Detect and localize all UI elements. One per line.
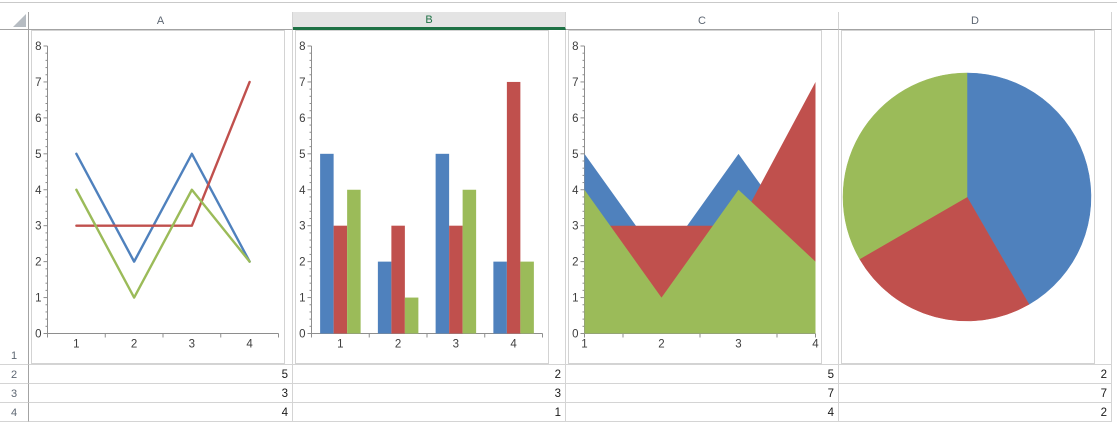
y-tick-label: 3: [35, 221, 41, 233]
select-all-corner[interactable]: [0, 12, 29, 30]
cell-D2[interactable]: 2: [839, 365, 1112, 384]
y-tick-labels: 0 1 2 3 4 5 6 7 8: [299, 41, 306, 341]
area-series-green: [584, 189, 816, 334]
column-header-A[interactable]: A: [29, 12, 293, 30]
row-header-3[interactable]: 3: [0, 384, 29, 403]
x-tick-label: 2: [658, 339, 664, 351]
row-header-2[interactable]: 2: [0, 365, 29, 384]
cell-B2[interactable]: 2: [293, 365, 566, 384]
y-tick-label: 5: [35, 149, 41, 161]
x-tick-label: 1: [581, 339, 587, 351]
x-tick-label: 4: [812, 339, 819, 351]
y-tick-label: 4: [299, 185, 306, 197]
cell-C3[interactable]: 7: [566, 384, 839, 403]
y-tick-label: 6: [299, 113, 305, 125]
x-tick-labels: 1 2 3 4: [337, 339, 517, 351]
line-series-green: [75, 188, 251, 299]
line-series-red: [75, 80, 251, 227]
y-tick-label: 4: [35, 185, 42, 197]
bar-series-red: [333, 81, 521, 334]
y-tick-label: 5: [572, 149, 578, 161]
cell-D4[interactable]: 2: [839, 403, 1112, 422]
cell-A2[interactable]: 5: [29, 365, 293, 384]
x-tick-label: 3: [453, 339, 459, 351]
cell-C4[interactable]: 4: [566, 403, 839, 422]
y-tick-label: 0: [35, 329, 41, 341]
select-all-triangle-icon: [13, 14, 26, 27]
cell-A3[interactable]: 3: [29, 384, 293, 403]
y-tick-label: 6: [572, 113, 578, 125]
row-header-4[interactable]: 4: [0, 403, 29, 422]
y-tick-label: 8: [35, 41, 41, 53]
chart-pie-D1[interactable]: [841, 30, 1095, 364]
bar-chart-svg: 0 1 2 3 4 5 6 7 8 1 2 3 4: [299, 41, 543, 351]
y-tick-label: 5: [299, 149, 305, 161]
column-header-D[interactable]: D: [839, 12, 1112, 30]
row-header-label: 2: [10, 369, 18, 381]
x-tick-label: 1: [337, 339, 343, 351]
bar-series-green: [347, 189, 534, 334]
y-tick-label: 7: [35, 77, 41, 89]
x-tick-label: 2: [131, 339, 137, 351]
x-tick-label: 1: [73, 339, 79, 351]
y-tick-label: 1: [299, 293, 305, 305]
y-tick-label: 8: [572, 41, 578, 53]
x-tick-labels: 1 2 3 4: [581, 339, 819, 351]
cell-B3[interactable]: 3: [293, 384, 566, 403]
y-tick-label: 1: [572, 293, 578, 305]
y-tick-label: 1: [35, 293, 41, 305]
x-tick-label: 3: [189, 339, 195, 351]
y-tick-label: 3: [299, 221, 305, 233]
cell-B4[interactable]: 1: [293, 403, 566, 422]
y-tick-label: 3: [572, 221, 578, 233]
column-header-label: D: [971, 14, 979, 27]
column-header-label: C: [698, 14, 706, 27]
y-tick-label: 2: [35, 257, 41, 269]
y-tick-label: 7: [572, 77, 578, 89]
axes: [43, 45, 279, 338]
column-header-B[interactable]: B: [293, 12, 566, 30]
row-header-1[interactable]: 1: [0, 30, 29, 365]
line-series-blue: [75, 152, 251, 263]
cell-A4[interactable]: 4: [29, 403, 293, 422]
y-tick-label: 0: [572, 329, 578, 341]
line-chart-svg: 0 1 2 3 4 5 6 7 8 1 2 3 4: [35, 41, 279, 351]
column-header-label: B: [425, 13, 433, 26]
x-tick-labels: 1 2 3 4: [73, 339, 253, 351]
row-header-label: 1: [10, 350, 18, 362]
y-tick-label: 2: [299, 257, 305, 269]
cell-C2[interactable]: 5: [566, 365, 839, 384]
y-tick-label: 7: [299, 77, 305, 89]
y-tick-label: 2: [572, 257, 578, 269]
y-tick-label: 0: [299, 329, 305, 341]
y-tick-label: 8: [299, 41, 305, 53]
x-tick-label: 4: [246, 339, 253, 351]
column-header-label: A: [156, 14, 165, 27]
row-header-label: 3: [10, 388, 18, 400]
column-header-C[interactable]: C: [566, 12, 839, 30]
pie-slice-red: [859, 196, 1030, 322]
bar-series-blue: [320, 153, 507, 334]
x-tick-label: 3: [735, 339, 741, 351]
chart-line-A1[interactable]: 0 1 2 3 4 5 6 7 8 1 2 3 4: [31, 30, 285, 364]
formula-bar-divider: [0, 2, 1117, 3]
x-tick-label: 2: [395, 339, 401, 351]
pie-slice-blue: [966, 72, 1092, 305]
x-tick-label: 4: [510, 339, 517, 351]
pie-slice-green: [842, 72, 968, 260]
row-header-label: 4: [10, 407, 18, 419]
y-tick-label: 4: [572, 185, 579, 197]
y-tick-label: 6: [35, 113, 41, 125]
y-tick-labels: 0 1 2 3 4 5 6 7 8: [35, 41, 42, 341]
pie-chart-svg: [842, 72, 1092, 322]
y-tick-labels: 0 1 2 3 4 5 6 7 8: [572, 41, 579, 341]
cell-D3[interactable]: 7: [839, 384, 1112, 403]
chart-bar-B1[interactable]: 0 1 2 3 4 5 6 7 8 1 2 3 4: [295, 30, 549, 364]
